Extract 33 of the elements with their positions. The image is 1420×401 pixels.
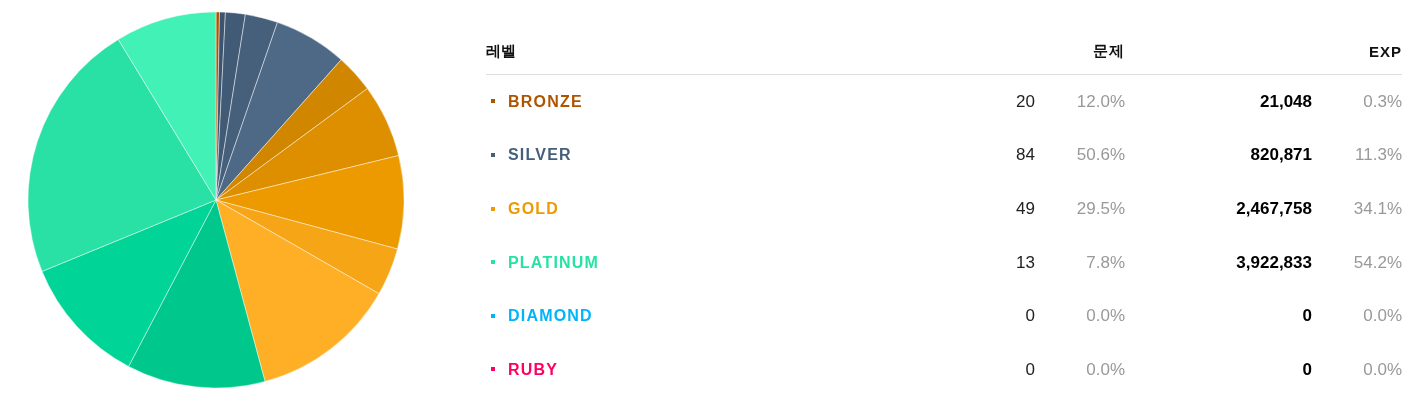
data-label: 21,048	[1259, 90, 1312, 113]
data-label: 54.2%	[1352, 251, 1403, 274]
data-label: 0	[1301, 358, 1312, 381]
category-label: DIAMOND	[508, 307, 593, 325]
data-label: 0.0%	[1362, 358, 1403, 381]
text: 레벨	[486, 28, 985, 75]
data-label: 0.0%	[1362, 305, 1403, 328]
category-label: SILVER	[508, 146, 572, 164]
data-label: 0.3%	[1362, 90, 1403, 113]
data-label: 0	[1024, 305, 1035, 328]
data-label: 84	[1015, 144, 1035, 167]
legend-label: 문제	[985, 28, 1125, 75]
data-label: 0.0%	[1085, 358, 1125, 381]
data-label: 0.0%	[1085, 305, 1125, 328]
data-label: 820,871	[1249, 144, 1312, 167]
category-label: BRONZE	[508, 92, 583, 110]
data-label: 0	[1301, 305, 1312, 328]
data-label: 20	[1015, 90, 1035, 113]
data-label: 7.8%	[1085, 251, 1125, 274]
data-label: 3,922,833	[1235, 251, 1312, 274]
data-label: 50.6%	[1075, 144, 1125, 167]
category-label: PLATINUM	[508, 253, 600, 271]
data-label: 11.3%	[1354, 144, 1403, 167]
data-label: 49	[1015, 198, 1035, 220]
data-label: 34.1%	[1352, 198, 1403, 220]
data-label: 29.5%	[1075, 198, 1125, 220]
data-label: 0	[1024, 358, 1035, 381]
data-label: 13	[1015, 251, 1035, 274]
category-label: GOLD	[508, 199, 560, 217]
legend-label: EXP	[1125, 28, 1403, 75]
data-label: 12.0%	[1075, 90, 1125, 113]
category-label: RUBY	[508, 360, 559, 378]
data-label: 2,467,758	[1235, 198, 1312, 220]
